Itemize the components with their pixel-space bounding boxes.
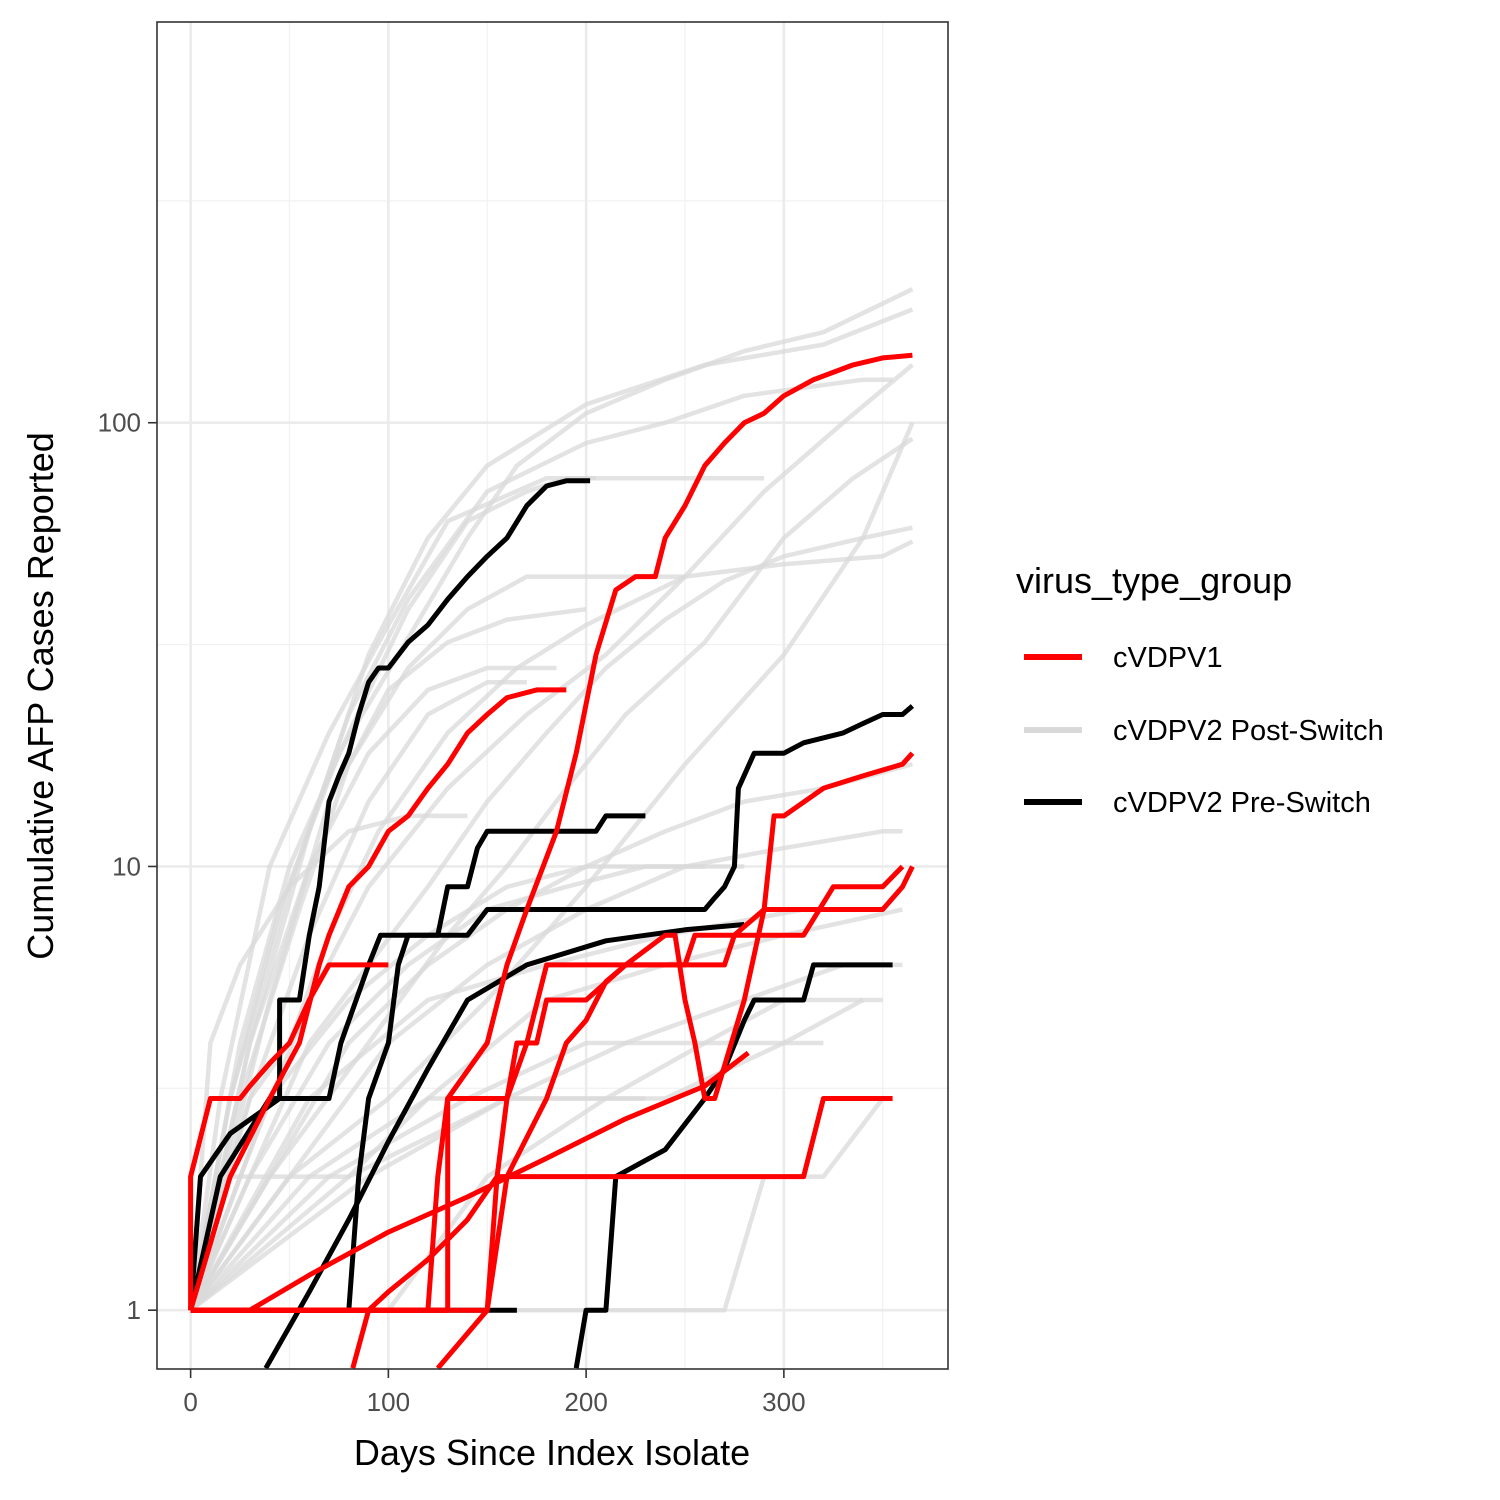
y-tick-label: 1 (127, 1295, 141, 1325)
series-line-cvdpv2-post-switch-5 (188, 377, 893, 1311)
x-axis-title: Days Since Index Isolate (354, 1432, 750, 1473)
series-line-cvdpv1-39 (435, 865, 915, 1370)
series-line-cvdpv1-33 (188, 962, 389, 1311)
plot-panel-border (156, 21, 949, 1370)
series-line-cvdpv2-post-switch-6 (188, 525, 913, 1312)
series-line-cvdpv2-pre-switch-28 (188, 704, 915, 1311)
series-line-cvdpv2-pre-switch-27 (188, 478, 591, 1311)
series-line-cvdpv2-post-switch-4 (188, 363, 914, 1311)
x-axis: 0 100 200 300 (183, 1369, 806, 1417)
x-tick-label: 100 (367, 1387, 410, 1417)
legend-label: cVDPV1 (1113, 642, 1223, 674)
y-axis-title: Cumulative AFP Cases Reported (20, 432, 61, 960)
legend-label: cVDPV2 Post-Switch (1113, 715, 1384, 747)
legend-label: cVDPV2 Pre-Switch (1113, 787, 1371, 819)
legend-entries: cVDPV1 cVDPV2 Post-Switch cVDPV2 Pre-Switc… (1024, 642, 1384, 819)
series-line-cvdpv2-post-switch-8 (188, 475, 765, 1311)
series-line-cvdpv2-pre-switch-31 (263, 922, 745, 1370)
series-line-cvdpv2-post-switch-24 (188, 606, 587, 1311)
series-line-cvdpv2-post-switch-10 (188, 665, 557, 1311)
y-axis: 1 10 100 (98, 408, 157, 1325)
legend-title: virus_type_group (1016, 560, 1292, 601)
legend: virus_type_group cVDPV1 cVDPV2 Post-Switc… (1016, 560, 1384, 819)
x-tick-label: 200 (564, 1387, 607, 1417)
x-tick-label: 300 (762, 1387, 805, 1417)
series-line-cvdpv2-post-switch-3 (188, 307, 914, 1311)
series-line-cvdpv1-34 (188, 687, 567, 1311)
y-tick-label: 100 (98, 408, 141, 438)
y-tick-label: 10 (112, 851, 141, 881)
series-line-cvdpv2-post-switch-12 (188, 762, 913, 1312)
series-line-cvdpv1-36 (190, 1050, 750, 1313)
series-cvdpv1 (188, 352, 915, 1370)
x-tick-label: 0 (183, 1387, 197, 1417)
series-line-cvdpv1-41 (190, 751, 915, 1313)
series-line-cvdpv2-post-switch-11 (188, 680, 527, 1311)
series-line-cvdpv2-post-switch-25 (188, 421, 915, 1312)
series-line-cvdpv2-pre-switch-29 (190, 813, 646, 1313)
